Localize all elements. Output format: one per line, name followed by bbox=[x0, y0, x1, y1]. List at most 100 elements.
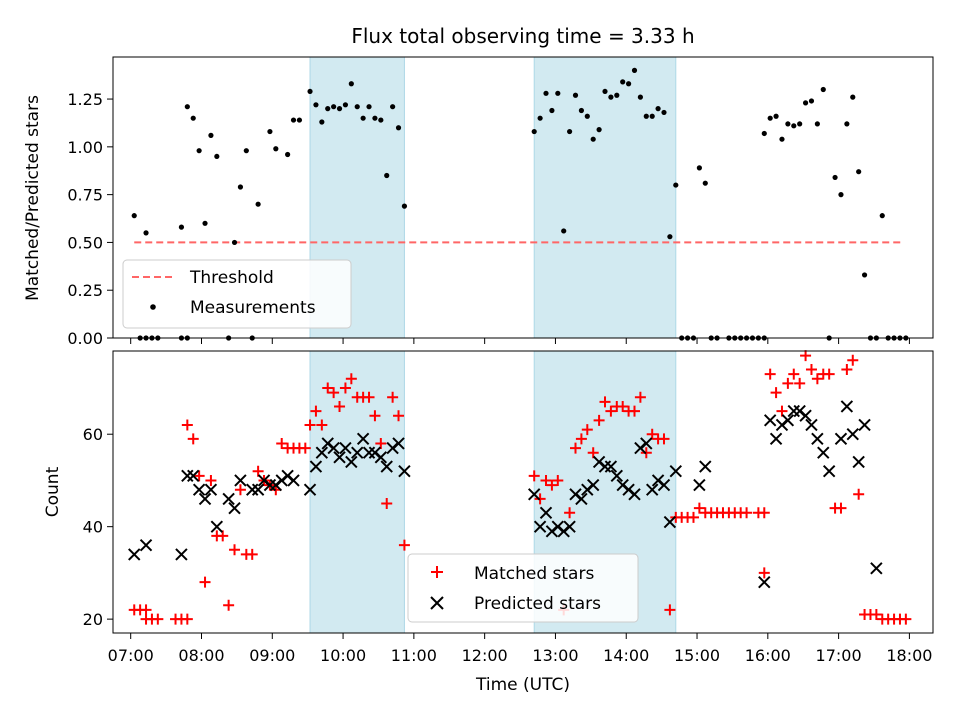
measurement-point bbox=[879, 213, 885, 219]
matched-star-point bbox=[229, 544, 241, 556]
x-tick-label: 15:00 bbox=[674, 646, 720, 665]
measurement-point bbox=[273, 146, 279, 152]
top-shaded-regions bbox=[309, 56, 677, 339]
matched-star-point bbox=[646, 428, 658, 440]
matched-star-point bbox=[199, 576, 211, 588]
predicted-star-points bbox=[128, 400, 883, 589]
predicted-star-point bbox=[657, 478, 671, 492]
measurement-point bbox=[667, 234, 673, 240]
x-tick-label: 17:00 bbox=[816, 646, 862, 665]
matched-star-point bbox=[345, 373, 357, 385]
predicted-star-point bbox=[870, 562, 883, 575]
measurement-point bbox=[832, 174, 838, 181]
measurement-point bbox=[231, 239, 238, 246]
measurement-point bbox=[856, 169, 862, 175]
matched-star-point bbox=[375, 437, 387, 449]
predicted-star-point bbox=[345, 455, 358, 469]
matched-star-point bbox=[900, 613, 912, 625]
predicted-star-point bbox=[309, 460, 323, 473]
measurement-point bbox=[702, 180, 708, 186]
measurement-point bbox=[178, 224, 185, 230]
predicted-star-point bbox=[246, 483, 259, 496]
matched-star-point bbox=[581, 424, 593, 436]
matched-star-point bbox=[853, 488, 865, 500]
predicted-star-point bbox=[563, 520, 576, 533]
top-x-ticks bbox=[130, 338, 910, 344]
matched-star-point bbox=[234, 484, 246, 496]
measurement-point bbox=[602, 88, 608, 95]
predicted-star-point bbox=[645, 483, 659, 496]
matched-star-point bbox=[181, 613, 193, 625]
measurement-point bbox=[773, 113, 779, 119]
measurement-point bbox=[590, 136, 596, 142]
predicted-star-point bbox=[198, 492, 212, 506]
predicted-star-point bbox=[181, 469, 194, 483]
top-shaded-interval bbox=[533, 56, 677, 339]
matched-star-point bbox=[339, 382, 351, 394]
measurement-point bbox=[767, 115, 773, 121]
matched-star-point bbox=[363, 391, 375, 403]
predicted-star-point bbox=[586, 478, 600, 492]
bottom-legend: Matched stars Predicted stars bbox=[407, 553, 639, 623]
legend-predicted-swatch bbox=[430, 596, 444, 610]
matched-star-point bbox=[546, 479, 558, 491]
measurement-point bbox=[797, 121, 803, 127]
measurement-point bbox=[202, 220, 208, 226]
measurement-point bbox=[331, 104, 337, 110]
predicted-star-point bbox=[604, 460, 618, 473]
measurement-point bbox=[814, 121, 820, 127]
predicted-star-point bbox=[763, 414, 777, 427]
predicted-star-point bbox=[339, 441, 352, 455]
top-y-axis-label: Matched/Predicted stars bbox=[23, 95, 43, 301]
predicted-star-point bbox=[817, 446, 830, 459]
measurement-point bbox=[850, 94, 856, 100]
predicted-star-point bbox=[598, 460, 612, 473]
measurement-point bbox=[354, 104, 360, 110]
legend-measurements-swatch bbox=[150, 304, 156, 310]
measurement-point bbox=[584, 113, 590, 119]
measurement-point bbox=[196, 148, 202, 154]
matched-star-point bbox=[587, 447, 599, 459]
matched-star-point bbox=[252, 465, 264, 477]
top-y-tick-label: 0.00 bbox=[67, 329, 103, 348]
measurement-point bbox=[643, 113, 649, 119]
predicted-star-point bbox=[192, 483, 206, 496]
predicted-star-point bbox=[693, 478, 706, 492]
measurement-point bbox=[401, 203, 408, 209]
measurement-point bbox=[208, 132, 214, 138]
legend-predicted-label: Predicted stars bbox=[474, 594, 601, 614]
predicted-star-point bbox=[781, 414, 795, 427]
measurement-point bbox=[348, 81, 354, 87]
predicted-star-point bbox=[840, 400, 854, 413]
predicted-star-point bbox=[699, 460, 712, 473]
bottom-y-axis-label: Count bbox=[43, 466, 63, 517]
matched-star-point bbox=[658, 433, 670, 445]
measurement-point bbox=[802, 100, 809, 106]
matched-star-point bbox=[823, 368, 835, 380]
predicted-star-point bbox=[128, 548, 141, 561]
measurement-point bbox=[255, 201, 261, 207]
matched-star-point bbox=[794, 377, 806, 389]
predicted-star-point bbox=[811, 432, 824, 446]
matched-star-point bbox=[617, 400, 629, 412]
measurement-point bbox=[838, 192, 844, 198]
bottom-y-tick-label: 40 bbox=[83, 518, 103, 537]
measurement-point bbox=[366, 104, 372, 110]
matched-star-point bbox=[217, 530, 229, 542]
matched-star-point bbox=[328, 387, 340, 399]
measurement-point bbox=[307, 88, 313, 95]
x-tick-label: 13:00 bbox=[532, 646, 578, 665]
predicted-star-point bbox=[351, 446, 364, 459]
measurement-point bbox=[561, 228, 567, 234]
predicted-star-point bbox=[139, 538, 153, 552]
matched-star-point bbox=[847, 354, 859, 366]
measurement-point bbox=[296, 117, 303, 123]
matched-star-point bbox=[316, 419, 328, 431]
measurement-point bbox=[378, 117, 384, 123]
measurement-point bbox=[625, 81, 632, 87]
predicted-star-point bbox=[356, 432, 370, 446]
measurement-point bbox=[537, 115, 543, 121]
matched-star-point bbox=[369, 410, 381, 422]
measurement-point bbox=[779, 136, 785, 142]
matched-star-point bbox=[276, 437, 288, 449]
